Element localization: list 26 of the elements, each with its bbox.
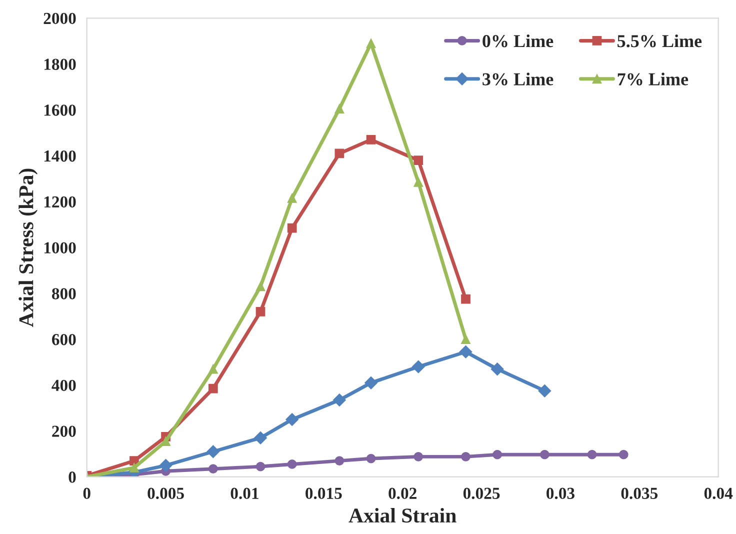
y-tick-label: 1000 — [44, 242, 76, 254]
y-tick-label: 600 — [52, 334, 76, 346]
y-tick-label: 2000 — [44, 12, 76, 24]
legend-label: 5.5% Lime — [618, 34, 702, 48]
legend-label: 3% Lime — [482, 72, 554, 86]
y-tick-label: 1800 — [44, 58, 76, 70]
x-tick-label: 0.015 — [306, 488, 342, 500]
x-tick-label: 0.04 — [704, 488, 733, 500]
y-tick-label: 1400 — [44, 150, 76, 162]
y-tick-label: 400 — [52, 380, 76, 392]
x-tick-label: 0.005 — [148, 488, 184, 500]
y-tick-label: 0 — [68, 472, 76, 483]
legend-label: 0% Lime — [482, 34, 554, 48]
x-tick-label: 0.02 — [388, 488, 416, 500]
y-tick-label: 1600 — [44, 104, 76, 116]
y-tick-label: 800 — [52, 288, 76, 300]
x-tick-label: 0.035 — [621, 488, 658, 500]
legend-label: 7% Lime — [618, 72, 688, 86]
y-axis-title: Axial Stress (kPa) — [18, 168, 38, 327]
x-tick-label: 0.025 — [463, 488, 500, 500]
y-tick-label: 1200 — [44, 196, 76, 208]
x-axis-title: Axial Strain — [348, 508, 456, 523]
x-tick-label: 0.03 — [546, 488, 574, 500]
x-tick-label: 0 — [83, 488, 90, 500]
y-tick-label: 200 — [52, 426, 76, 437]
x-tick-label: 0.01 — [230, 488, 258, 500]
